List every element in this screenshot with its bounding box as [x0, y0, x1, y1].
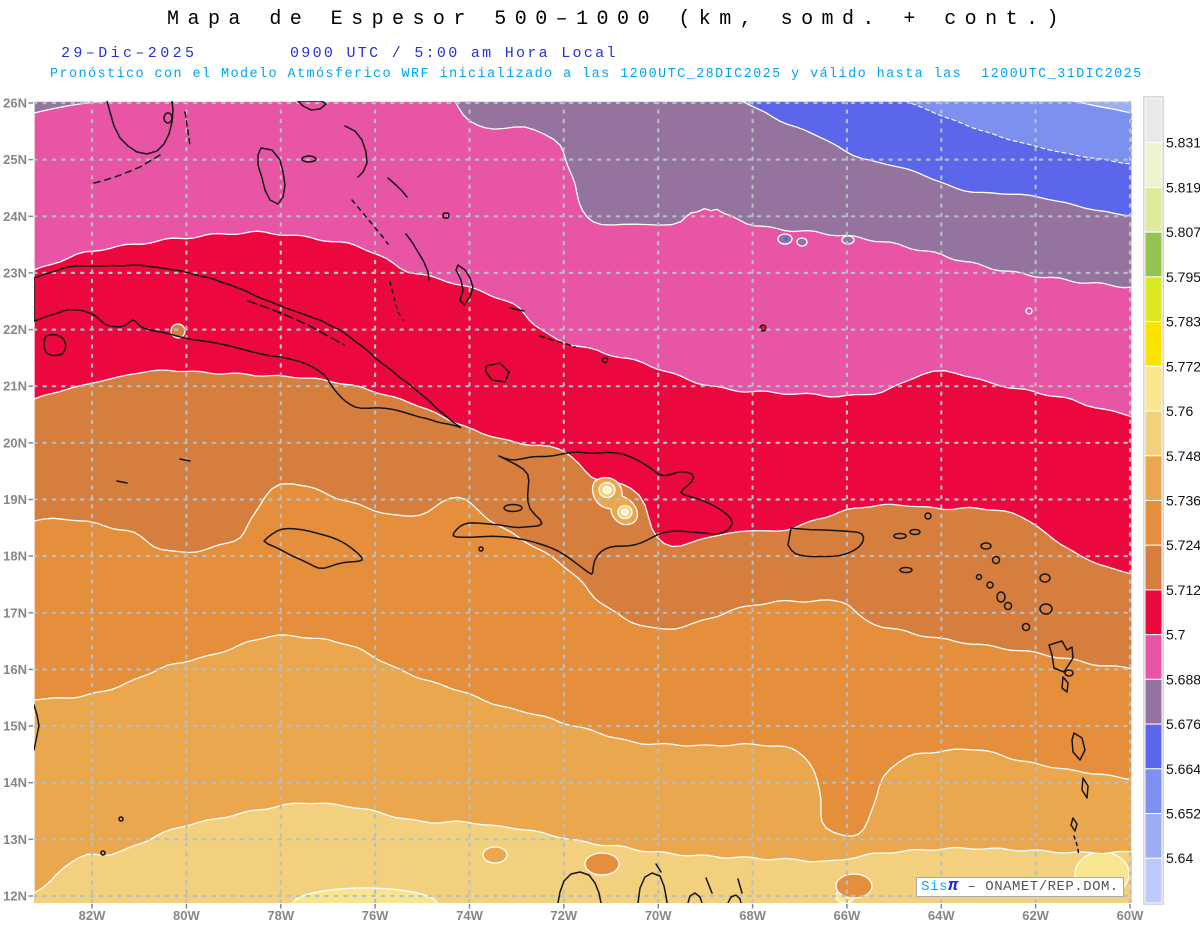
svg-text:5.783: 5.783 — [1166, 314, 1200, 330]
svg-text:5.64: 5.64 — [1166, 850, 1193, 866]
svg-text:13N: 13N — [3, 832, 27, 847]
svg-text:5.736: 5.736 — [1166, 493, 1200, 509]
svg-text:80W: 80W — [173, 908, 200, 923]
svg-text:14N: 14N — [3, 775, 27, 790]
svg-text:62W: 62W — [1022, 908, 1049, 923]
svg-text:26N: 26N — [3, 96, 27, 111]
svg-text:76W: 76W — [362, 908, 389, 923]
svg-text:5.7: 5.7 — [1166, 627, 1186, 643]
svg-text:18N: 18N — [3, 549, 27, 564]
svg-text:17N: 17N — [3, 605, 27, 620]
svg-text:5.664: 5.664 — [1166, 761, 1200, 777]
svg-text:19N: 19N — [3, 492, 27, 507]
svg-text:68W: 68W — [739, 908, 766, 923]
svg-text:66W: 66W — [834, 908, 861, 923]
svg-text:5.712: 5.712 — [1166, 582, 1200, 598]
svg-text:78W: 78W — [267, 908, 294, 923]
svg-text:24N: 24N — [3, 209, 27, 224]
svg-text:12N: 12N — [3, 889, 27, 904]
svg-text:5.676: 5.676 — [1166, 716, 1200, 732]
svg-text:15N: 15N — [3, 719, 27, 734]
svg-text:64W: 64W — [928, 908, 955, 923]
svg-text:16N: 16N — [3, 662, 27, 677]
svg-text:5.807: 5.807 — [1166, 224, 1200, 240]
svg-text:5.652: 5.652 — [1166, 806, 1200, 822]
svg-text:23N: 23N — [3, 265, 27, 280]
svg-text:20N: 20N — [3, 435, 27, 450]
svg-text:70W: 70W — [645, 908, 672, 923]
svg-text:60W: 60W — [1117, 908, 1144, 923]
svg-text:5.819: 5.819 — [1166, 179, 1200, 195]
svg-text:72W: 72W — [550, 908, 577, 923]
svg-text:5.795: 5.795 — [1166, 269, 1200, 285]
svg-text:5.76: 5.76 — [1166, 403, 1193, 419]
svg-text:82W: 82W — [79, 908, 106, 923]
svg-text:5.748: 5.748 — [1166, 448, 1200, 464]
svg-text:5.724: 5.724 — [1166, 537, 1200, 553]
svg-text:5.831: 5.831 — [1166, 135, 1200, 151]
svg-text:25N: 25N — [3, 152, 27, 167]
svg-text:5.772: 5.772 — [1166, 358, 1200, 374]
svg-text:5.688: 5.688 — [1166, 671, 1200, 687]
svg-text:21N: 21N — [3, 379, 27, 394]
svg-text:74W: 74W — [456, 908, 483, 923]
svg-text:22N: 22N — [3, 322, 27, 337]
